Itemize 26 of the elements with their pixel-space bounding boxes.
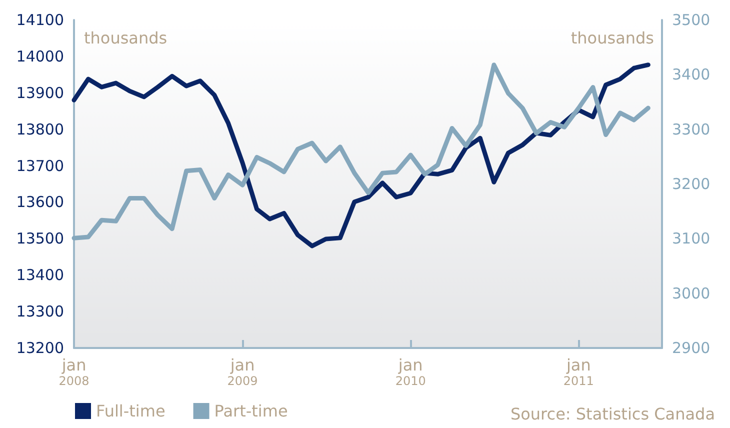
x-tick-label: jan 2008 <box>58 356 90 388</box>
y-tick-label: 13800 <box>16 120 64 138</box>
y2-tick-label: 3300 <box>672 120 710 138</box>
y2-tick-label: 3100 <box>672 230 710 248</box>
y2-tick-label: 3500 <box>672 11 710 29</box>
y-tick-label: 13400 <box>16 266 64 284</box>
y2-tick-label: 2900 <box>672 339 710 357</box>
y-tick-label: 14000 <box>16 47 64 66</box>
y-tick-label: 13200 <box>16 339 64 357</box>
y-tick-label: 13900 <box>16 84 64 102</box>
y2-tick-label: 3000 <box>672 284 710 302</box>
y-tick-label: 14100 <box>16 11 64 29</box>
source-note: Source: Statistics Canada <box>510 404 716 424</box>
x-tick-label: jan 2009 <box>227 356 258 388</box>
y2-axis-title: thousands <box>570 28 654 48</box>
y2-tick-label: 3200 <box>672 175 710 193</box>
y2-tick-label: 3400 <box>672 66 710 84</box>
y-tick-label: 13700 <box>16 156 64 175</box>
x-tick-label: jan 2010 <box>395 356 426 388</box>
y-tick-label: 13300 <box>16 302 64 321</box>
y-axis-title: thousands <box>84 28 168 48</box>
y-tick-label: 13500 <box>16 230 64 248</box>
x-tick-label: jan 2011 <box>563 356 594 388</box>
y-tick-label: 13600 <box>16 193 64 212</box>
legend-label: Full-time <box>96 402 166 420</box>
legend-label: Part-time <box>214 402 288 420</box>
